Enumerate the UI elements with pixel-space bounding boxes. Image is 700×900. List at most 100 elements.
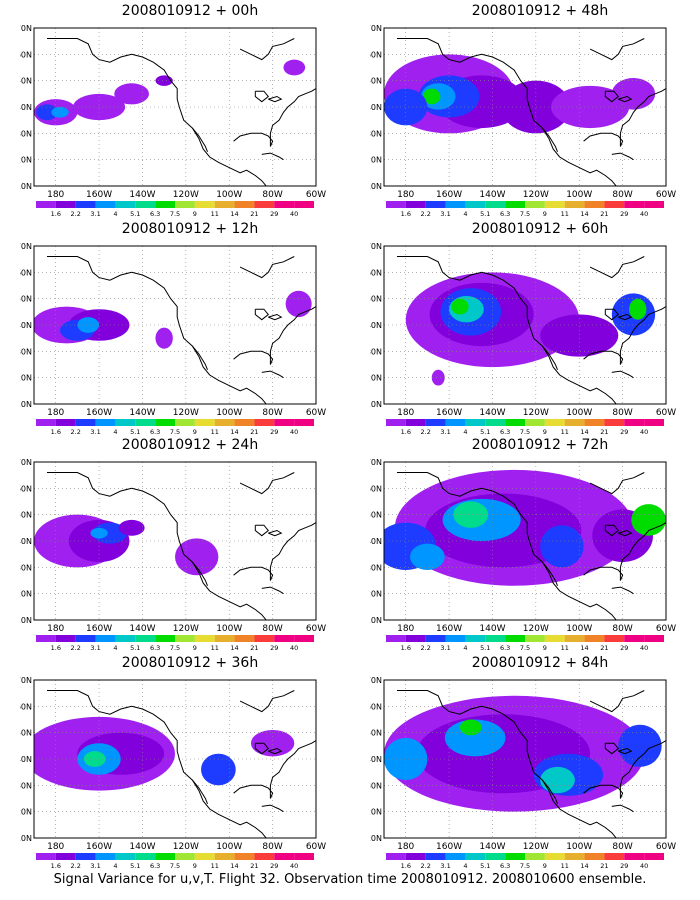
variance-contour [501,80,571,134]
colorbar-swatch [544,419,565,426]
variance-contour [285,290,312,318]
variance-contour [540,314,619,357]
variance-map: 70N 60N 50N 40N 30N 20N 10N 180 160W 140W 120W 100W… [370,676,676,870]
latitude-label: 20N [20,374,32,383]
colorbar-label: 4 [463,428,467,436]
colorbar-swatch [294,419,314,426]
variance-contour [384,88,428,126]
colorbar-swatch [386,419,406,426]
variance-contour [155,327,173,349]
colorbar-swatch [55,853,76,860]
latitude-label: 70N [370,676,382,685]
colorbar-swatch [115,201,136,208]
colorbar-swatch [485,419,506,426]
colorbar-swatch [75,635,96,642]
longitude-label: 180 [397,408,414,418]
longitude-label: 180 [47,408,64,418]
map-panel: 70N 60N 50N 40N 30N 20N 10N 180 160W 140W 120W 100W… [370,436,700,654]
coastline [233,306,316,365]
map-frame [33,27,317,187]
coastline [604,90,620,103]
colorbar-swatch [624,635,645,642]
coastline [268,529,283,537]
colorbar-swatch [544,853,565,860]
colorbar-label: 9 [543,644,547,652]
latitude-label: 40N [370,103,382,112]
coastline [542,345,558,370]
latitude-label: 50N [370,511,382,520]
colorbar-label: 5.1 [480,428,490,436]
colorbar-label: 40 [640,862,648,870]
colorbar-label: 9 [193,644,197,652]
latitude-label: 20N [20,808,32,817]
coastline [604,308,620,321]
colorbar-swatch [425,201,446,208]
colorbar-swatch [294,201,314,208]
colorbar-label: 14 [580,644,588,652]
map-panel: 70N 60N 50N 40N 30N 20N 10N 180 160W 140W 120W 100W… [20,220,360,438]
colorbar-label: 3.1 [440,862,450,870]
colorbar-label: 11 [561,644,569,652]
panel-title: 2008010912 + 60h [471,221,609,237]
latitude-label: 30N [20,129,32,138]
colorbar-swatch [445,419,466,426]
coastline [268,313,283,321]
coastline [192,127,208,152]
colorbar-swatch [55,635,76,642]
colorbar-swatch [234,419,255,426]
colorbar-label: 7.5 [520,210,530,218]
coastline [192,779,208,804]
colorbar-label: 40 [290,862,298,870]
colorbar-label: 9 [193,862,197,870]
colorbar-swatch [175,201,195,208]
longitude-label: 80W [262,842,282,852]
colorbar-swatch [405,419,426,426]
colorbar-label: 40 [290,210,298,218]
variance-contour [431,369,445,386]
latitude-label: 50N [370,729,382,738]
colorbar-swatch [135,201,156,208]
colorbar-swatch [75,201,96,208]
coastline [192,561,208,586]
colorbar-swatch [445,201,466,208]
longitude-label: 160W [436,408,462,418]
colorbar-label: 14 [230,862,238,870]
variance-contour [283,59,306,76]
longitude-label: 120W [523,624,549,634]
latitude-label: 60N [20,268,32,277]
colorbar-swatch [604,853,625,860]
longitude-label: 160W [86,842,112,852]
colorbar-swatch [604,201,625,208]
coastline [542,779,558,804]
latitude-label: 10N [370,182,382,191]
colorbar-label: 1.6 [401,428,411,436]
coastline [254,524,270,537]
latitude-label: 50N [20,295,32,304]
longitude-label: 140W [479,624,505,634]
colorbar-label: 5.1 [480,210,490,218]
latitude-label: 70N [20,676,32,685]
colorbar-label: 7.5 [170,644,180,652]
variance-map: 70N 60N 50N 40N 30N 20N 10N 180 160W 140W 120W 100W… [20,458,326,652]
longitude-label: 120W [523,842,549,852]
longitude-label: 60W [306,190,326,200]
colorbar-swatch [194,419,215,426]
colorbar-swatch [234,853,255,860]
longitude-label: 140W [479,190,505,200]
colorbar-label: 6.3 [500,644,510,652]
longitude-label: 60W [306,408,326,418]
colorbar-label: 2.2 [421,644,431,652]
latitude-label: 70N [370,24,382,33]
colorbar-label: 1.6 [51,862,61,870]
coastline [239,472,295,495]
colorbar-label: 14 [580,862,588,870]
latitude-label: 70N [20,242,32,251]
latitude-label: 20N [370,590,382,599]
latitude-label: 10N [20,400,32,409]
longitude-label: 60W [306,624,326,634]
colorbar-label: 5.1 [130,862,140,870]
latitude-label: 10N [370,834,382,843]
colorbar-swatch [135,635,156,642]
colorbar-label: 29 [270,862,278,870]
variance-map: 70N 60N 50N 40N 30N 20N 10N 180 160W 140W 120W 100W… [20,676,326,870]
